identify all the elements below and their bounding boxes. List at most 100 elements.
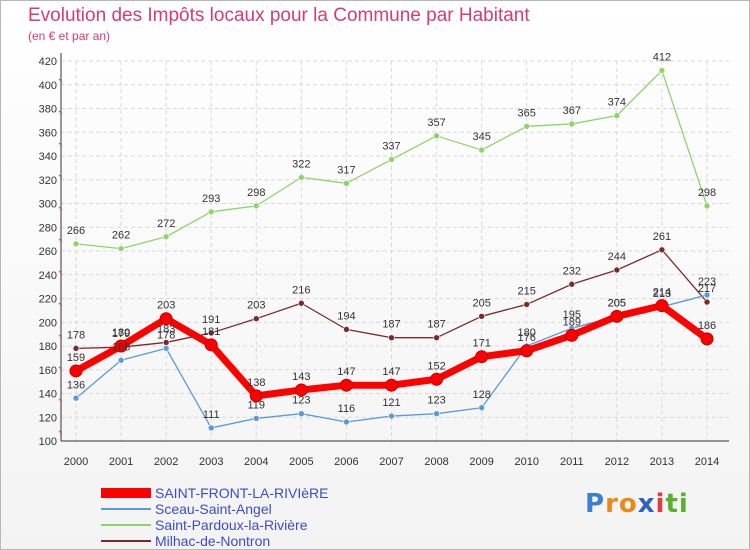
- data-label: 223: [698, 276, 716, 288]
- data-label: 186: [698, 320, 716, 332]
- data-point: [475, 350, 489, 364]
- axis-tick-mark: [58, 334, 63, 339]
- data-label: 203: [157, 300, 175, 312]
- y-tick-label: 420: [39, 56, 57, 68]
- data-point: [613, 112, 621, 119]
- data-label: 123: [292, 395, 310, 407]
- y-tick-label: 300: [39, 199, 57, 211]
- x-tick-label: 2001: [109, 456, 133, 468]
- data-point: [568, 280, 576, 288]
- x-tick-label: 2014: [695, 456, 719, 468]
- y-tick-label: 220: [39, 294, 57, 306]
- data-label: 261: [653, 231, 671, 243]
- data-point: [294, 383, 308, 397]
- axis-tick-mark: [58, 206, 63, 211]
- axis-tick-mark: [58, 270, 63, 275]
- data-label: 180: [112, 327, 130, 339]
- data-label: 138: [247, 377, 265, 389]
- data-label: 152: [427, 360, 445, 372]
- data-label: 191: [202, 314, 220, 326]
- y-tick-label: 200: [39, 317, 57, 329]
- data-label: 147: [382, 366, 400, 378]
- legend-swatch: [101, 508, 151, 510]
- axis-tick-mark: [58, 430, 63, 435]
- data-point: [298, 299, 305, 307]
- axis-tick-mark: [58, 110, 63, 115]
- logo-letter: o: [618, 489, 638, 519]
- data-point: [343, 418, 350, 426]
- x-tick-label: 2008: [424, 456, 448, 468]
- data-point: [520, 344, 534, 358]
- data-label: 217: [698, 283, 716, 295]
- x-tick-label: 2009: [469, 456, 493, 468]
- x-tick-label: 2010: [514, 456, 538, 468]
- x-tick-label: 2011: [560, 456, 584, 468]
- data-label: 213: [653, 288, 671, 300]
- data-label: 203: [247, 300, 265, 312]
- data-point: [388, 412, 395, 420]
- data-point: [162, 345, 170, 352]
- data-point: [478, 404, 485, 412]
- x-tick-label: 2005: [289, 456, 313, 468]
- y-tick-label: 380: [39, 104, 57, 116]
- data-label: 180: [518, 327, 536, 339]
- data-point: [478, 146, 485, 154]
- data-point: [207, 329, 215, 337]
- x-tick-label: 2007: [379, 456, 403, 468]
- y-tick-label: 400: [39, 80, 57, 92]
- data-point: [385, 378, 398, 392]
- y-tick-label: 180: [39, 341, 57, 353]
- data-point: [658, 246, 666, 254]
- data-label: 214: [653, 287, 671, 299]
- y-tick-label: 120: [39, 412, 57, 424]
- legend-swatch: [101, 488, 151, 498]
- data-label: 178: [157, 329, 175, 341]
- data-label: 111: [203, 409, 220, 421]
- x-tick-label: 2006: [334, 456, 358, 468]
- data-label: 205: [608, 297, 626, 309]
- data-point: [433, 334, 440, 341]
- data-point: [478, 313, 485, 320]
- data-point: [207, 208, 215, 216]
- y-tick-label: 360: [39, 127, 57, 139]
- data-point: [298, 410, 305, 417]
- data-label: 183: [157, 323, 175, 335]
- data-label: 293: [202, 193, 220, 205]
- data-point: [523, 123, 531, 130]
- data-point: [343, 180, 350, 187]
- data-label: 189: [563, 316, 581, 328]
- legend-label: Sceau-Saint-Angel: [155, 501, 272, 517]
- data-label: 176: [518, 332, 536, 344]
- data-label: 181: [202, 326, 220, 338]
- y-tick-label: 320: [39, 175, 57, 187]
- data-label: 143: [292, 371, 310, 383]
- legend-label: Milhac-de-Nontron: [155, 533, 271, 549]
- data-label: 262: [112, 230, 130, 242]
- x-tick-label: 2002: [154, 456, 178, 468]
- data-label: 266: [67, 225, 85, 237]
- data-label: 365: [518, 107, 536, 119]
- data-point: [433, 132, 440, 140]
- data-point: [339, 378, 353, 392]
- data-label: 119: [248, 399, 266, 411]
- logo-letter: i: [678, 489, 689, 519]
- data-point: [388, 334, 395, 341]
- data-label: 171: [472, 338, 490, 350]
- line-chart: 100 120 140 160 180 200 220 240 260 280 300 320 340 3…: [39, 52, 729, 468]
- data-point: [72, 394, 80, 402]
- data-label: 205: [472, 297, 490, 309]
- data-point: [72, 240, 80, 248]
- data-label: 195: [563, 309, 581, 321]
- chart-title: Evolution des Impôts locaux pour la Comm…: [28, 5, 530, 26]
- logo-letter: i: [655, 489, 666, 519]
- data-point: [204, 338, 218, 352]
- y-tick-label: 280: [39, 222, 57, 234]
- data-point: [159, 312, 173, 326]
- data-label: 232: [563, 265, 581, 277]
- data-label: 187: [427, 319, 445, 331]
- data-point: [388, 156, 395, 163]
- logo-letter: r: [605, 489, 619, 519]
- data-point: [703, 298, 711, 306]
- data-point: [117, 245, 125, 252]
